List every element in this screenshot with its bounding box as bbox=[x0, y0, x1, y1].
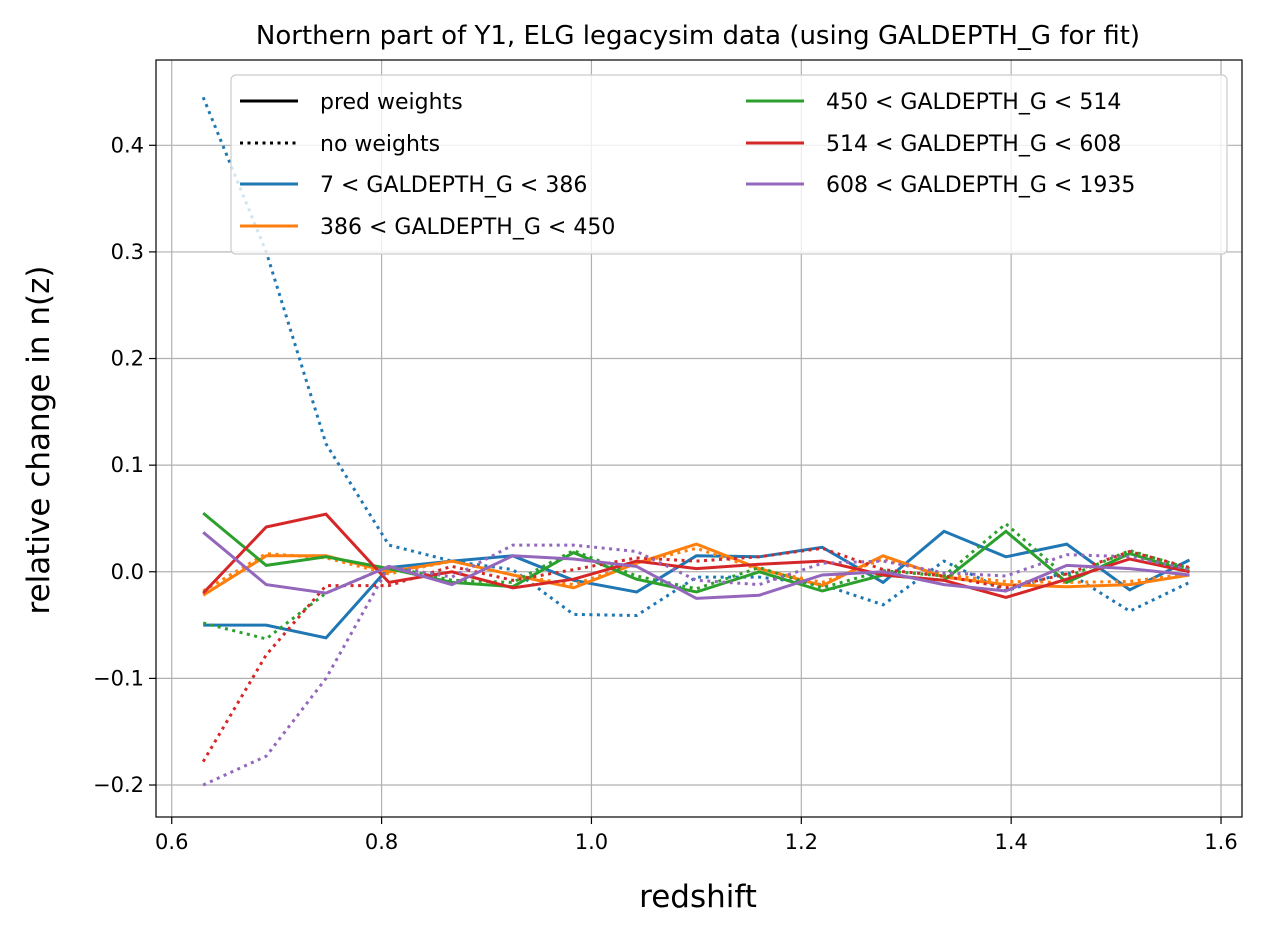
x-tick-label: 1.2 bbox=[785, 830, 818, 854]
y-tick-label: 0.2 bbox=[111, 347, 144, 371]
x-axis-label: redshift bbox=[639, 879, 757, 915]
y-tick-label: 0.0 bbox=[111, 560, 144, 584]
series-lines bbox=[201, 96, 1191, 787]
legend-label: 7 < GALDEPTH_G < 386 bbox=[320, 173, 587, 198]
legend-label: 386 < GALDEPTH_G < 450 bbox=[320, 215, 615, 240]
x-tick-label: 1.6 bbox=[1204, 830, 1237, 854]
y-tick-label: −0.2 bbox=[93, 773, 144, 797]
series-line-pred-weights bbox=[202, 542, 1190, 597]
series-line-pred-weights bbox=[203, 529, 1191, 640]
series-line-pred-weights bbox=[202, 531, 1190, 600]
series-line-no-weights bbox=[202, 543, 1190, 787]
plot-frame bbox=[155, 59, 1243, 818]
legend-label: no weights bbox=[320, 132, 440, 157]
series-line-pred-weights bbox=[202, 511, 1190, 594]
x-tick-label: 1.4 bbox=[994, 830, 1027, 854]
series-line-no-weights bbox=[201, 546, 1190, 763]
legend-label: 514 < GALDEPTH_G < 608 bbox=[826, 132, 1121, 157]
y-tick-label: −0.1 bbox=[93, 666, 144, 690]
x-tick-label: 1.0 bbox=[575, 830, 608, 854]
y-tick-label: 0.4 bbox=[111, 133, 144, 157]
y-tick-label: 0.3 bbox=[111, 240, 144, 264]
legend-label: 608 < GALDEPTH_G < 1935 bbox=[826, 173, 1135, 198]
x-tick-label: 0.6 bbox=[155, 830, 188, 854]
chart-title: Northern part of Y1, ELG legacysim data … bbox=[256, 21, 1140, 51]
legend: pred weights no weights 7 < GALDEPTH_G < 3… bbox=[230, 74, 1228, 255]
axis-ticks: 0.6 0.8 1.0 1.2 1.4 1.6 −0.2 −0.1 0.0 0.1 0.2 0.3 0.… bbox=[93, 133, 1238, 854]
y-axis-label: relative change in n(z) bbox=[21, 266, 57, 615]
legend-label: 450 < GALDEPTH_G < 514 bbox=[826, 90, 1121, 115]
legend-box bbox=[230, 74, 1228, 255]
y-tick-label: 0.1 bbox=[111, 453, 144, 477]
series-line-pred-weights bbox=[202, 512, 1190, 599]
legend-label: pred weights bbox=[320, 90, 463, 115]
x-tick-label: 0.8 bbox=[365, 830, 398, 854]
